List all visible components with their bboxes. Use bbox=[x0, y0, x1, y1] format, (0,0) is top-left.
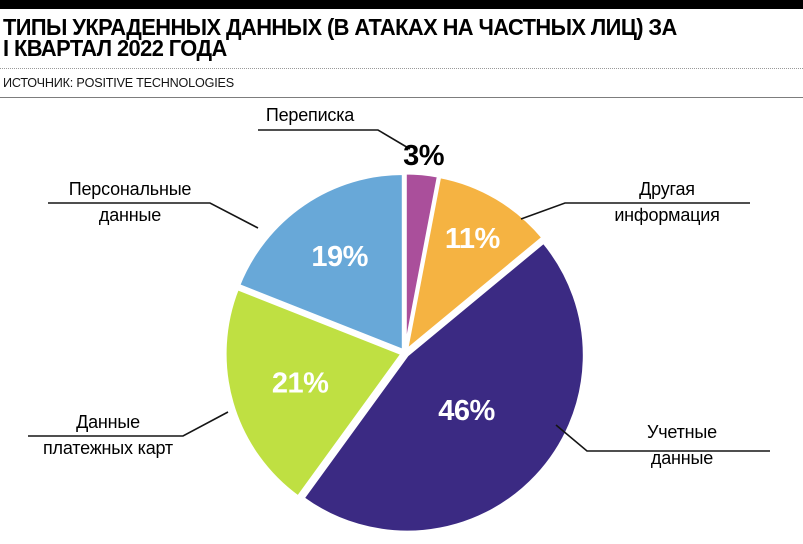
callout-label-drugaya-informaciya-line-2: информация bbox=[614, 205, 720, 225]
callout-label-dannye-platezhnyh-kart-line-2: платежных карт bbox=[43, 438, 173, 458]
callout-label-uchetnye-dannye: Учетные данные bbox=[592, 419, 772, 471]
callout-line-perepiska bbox=[258, 129, 411, 150]
callout-label-uchetnye-dannye-line-2: данные bbox=[650, 448, 714, 468]
pie-percent-label-1: 11% bbox=[445, 223, 501, 255]
callout-label-personalnye-dannye-line-1: Персональные bbox=[68, 179, 192, 199]
callout-label-personalnye-dannye: Персональные данные bbox=[40, 176, 220, 228]
source-label: ИСТОЧНИК: POSITIVE TECHNOLOGIES bbox=[3, 75, 234, 90]
callout-line-drugaya-informaciya bbox=[520, 202, 750, 220]
pie-percent-label-3: 21% bbox=[272, 368, 329, 400]
solid-divider bbox=[0, 97, 803, 98]
pie-slice-2 bbox=[301, 240, 586, 534]
pie-percent-label-4: 19% bbox=[311, 241, 368, 273]
pie-slice-3 bbox=[223, 287, 404, 499]
pie-percent-label-2: 46% bbox=[438, 395, 495, 427]
callout-label-drugaya-informaciya: Другая информация bbox=[577, 176, 757, 228]
pie-slice-4 bbox=[237, 172, 405, 352]
pie-percent-label-0: 3% bbox=[403, 140, 445, 172]
callout-label-personalnye-dannye-line-2: данные bbox=[98, 205, 162, 225]
callout-label-perepiska-line-1: Переписка bbox=[265, 105, 355, 125]
callout-label-perepiska: Переписка bbox=[240, 104, 380, 126]
callout-line-dannye-platezhnyh-kart bbox=[28, 411, 229, 437]
pie-slices bbox=[223, 171, 586, 534]
page-title-line-2: I КВАРТАЛ 2022 ГОДА bbox=[3, 35, 227, 61]
pie-percent-labels: 3% 11% 46% 21% 19% bbox=[272, 140, 501, 427]
page-title: ТИПЫ УКРАДЕННЫХ ДАННЫХ (В АТАКАХ НА ЧАСТ… bbox=[3, 14, 677, 61]
page-title-line-1: ТИПЫ УКРАДЕННЫХ ДАННЫХ (В АТАКАХ НА ЧАСТ… bbox=[3, 14, 677, 40]
callout-lines bbox=[28, 129, 770, 452]
pie-slice-1 bbox=[405, 175, 545, 352]
callout-label-dannye-platezhnyh-kart-line-1: Данные bbox=[76, 412, 140, 432]
callout-line-personalnye-dannye bbox=[48, 202, 259, 229]
callout-label-uchetnye-dannye-line-1: Учетные bbox=[647, 422, 717, 442]
top-black-bar bbox=[0, 0, 803, 9]
callout-label-dannye-platezhnyh-kart: Данные платежных карт bbox=[18, 409, 198, 461]
callout-line-uchetnye-dannye bbox=[555, 424, 770, 452]
callout-label-drugaya-informaciya-line-1: Другая bbox=[639, 179, 695, 199]
dotted-divider bbox=[0, 68, 803, 69]
